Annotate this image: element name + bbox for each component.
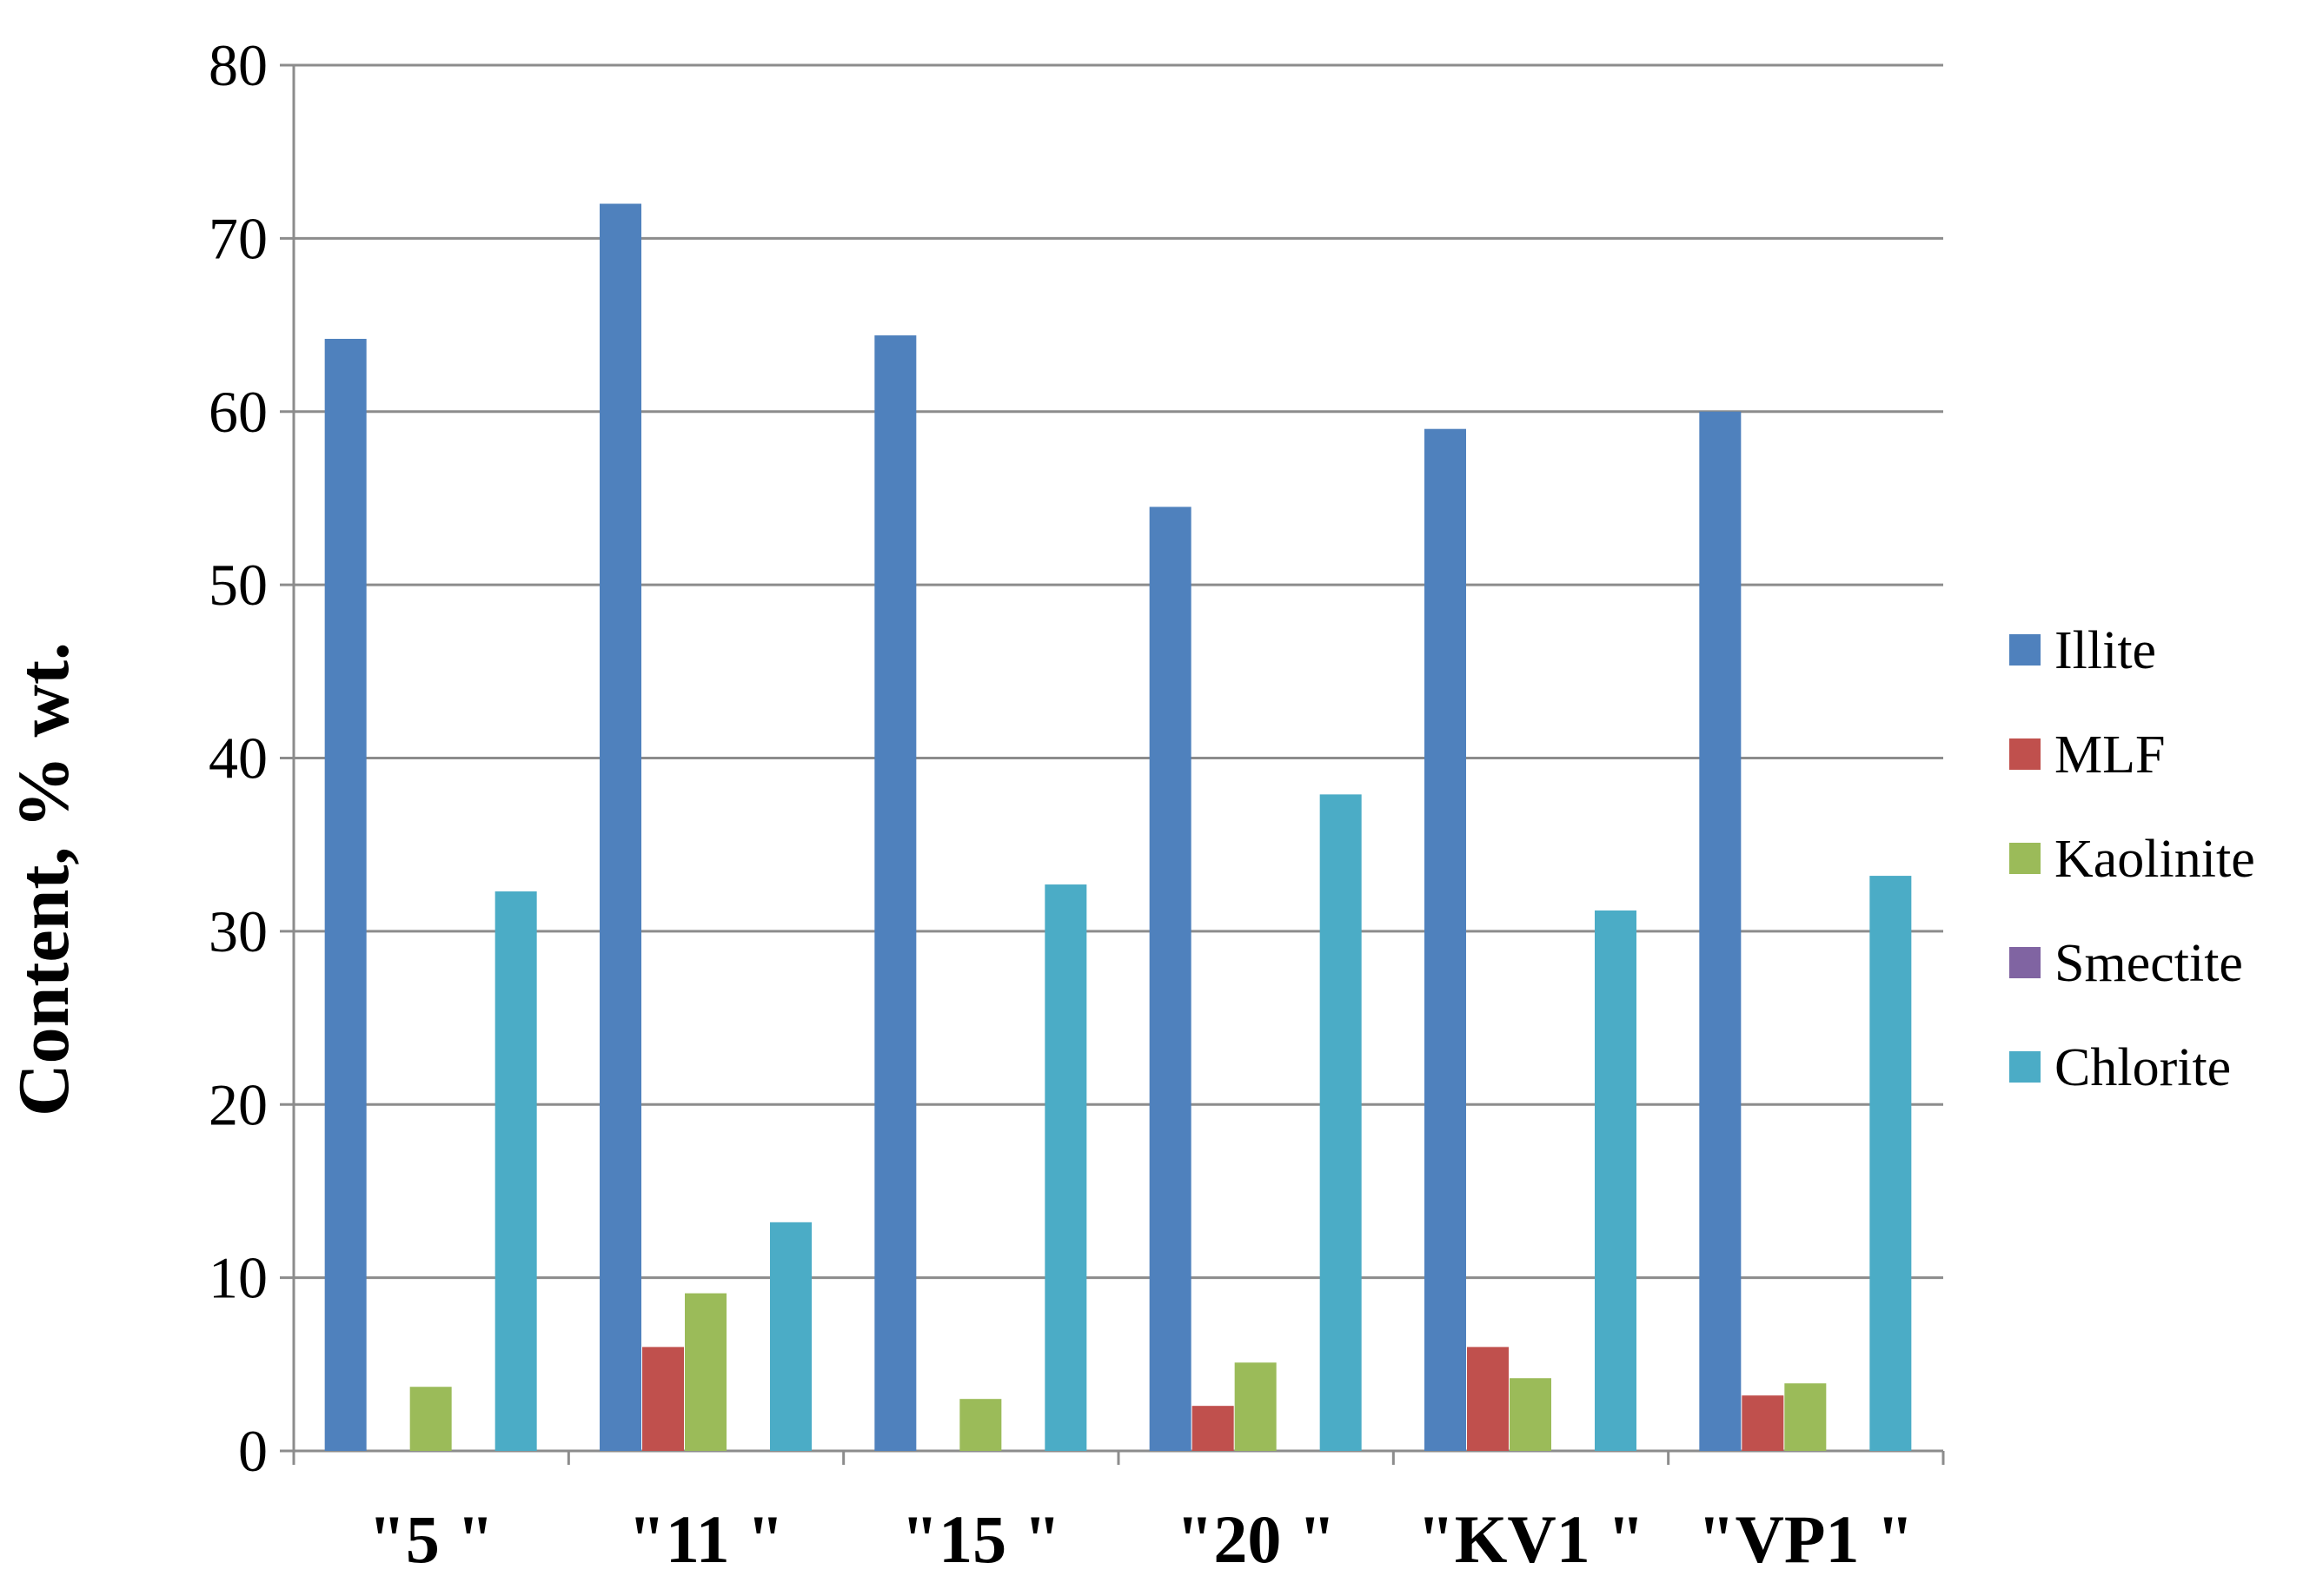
legend-swatch-chlorite — [2009, 1051, 2041, 1083]
bar-illite-3 — [1149, 507, 1191, 1451]
bar-kaolinite-5 — [1784, 1383, 1827, 1451]
legend-swatch-mlf — [2009, 738, 2041, 770]
bar-chlorite-1 — [770, 1222, 812, 1451]
bar-illite-0 — [324, 339, 367, 1452]
bar-mlf-1 — [642, 1347, 684, 1451]
y-tick-label: 70 — [209, 205, 268, 271]
bar-illite-2 — [874, 335, 917, 1451]
bar-mlf-5 — [1742, 1395, 1784, 1451]
y-tick-label: 80 — [209, 32, 268, 98]
y-tick-label: 60 — [209, 379, 268, 445]
x-category-label: "15 " — [901, 1501, 1061, 1577]
x-category-label: "5 " — [368, 1501, 494, 1577]
legend-swatch-illite — [2009, 634, 2041, 666]
bar-kaolinite-2 — [959, 1399, 1002, 1451]
x-category-label: "20 " — [1176, 1501, 1336, 1577]
legend-swatch-kaolinite — [2009, 843, 2041, 874]
axis-layer — [280, 63, 1945, 1465]
legend-label-mlf: MLF — [2054, 725, 2165, 785]
legend-label-chlorite: Chlorite — [2054, 1038, 2231, 1097]
x-category-label: "11 " — [628, 1501, 785, 1577]
y-axis-label: Content, % wt. — [3, 642, 84, 1116]
bar-chlorite-4 — [1595, 910, 1636, 1451]
bar-layer — [324, 203, 1912, 1452]
y-tick-label: 40 — [209, 725, 268, 791]
legend-swatch-smectite — [2009, 947, 2041, 978]
legend-label-kaolinite: Kaolinite — [2054, 830, 2255, 889]
y-tick-label: 10 — [209, 1245, 268, 1311]
legend-label-smectite: Smectite — [2054, 934, 2243, 993]
y-tick-label: 0 — [238, 1418, 268, 1484]
bar-chlorite-5 — [1869, 876, 1912, 1451]
legend: Illite MLF Kaolinite Smectite Chlorite — [2009, 621, 2255, 1097]
bar-kaolinite-3 — [1234, 1362, 1277, 1451]
bar-mlf-3 — [1191, 1406, 1234, 1451]
bar-kaolinite-0 — [409, 1387, 452, 1451]
x-category-label: "VP1 " — [1697, 1501, 1914, 1577]
bar-illite-1 — [600, 203, 641, 1451]
y-tick-label: 30 — [209, 898, 268, 964]
bar-illite-4 — [1424, 428, 1466, 1451]
bar-kaolinite-4 — [1510, 1378, 1551, 1451]
x-category-label: "KV1 " — [1417, 1501, 1644, 1577]
bar-chlorite-2 — [1045, 884, 1087, 1451]
bar-chlorite-3 — [1319, 794, 1362, 1451]
bar-mlf-4 — [1467, 1347, 1509, 1451]
y-tick-label: 20 — [209, 1071, 268, 1137]
grid-layer — [294, 63, 1943, 1280]
bar-illite-5 — [1699, 411, 1742, 1451]
bar-chlorite-0 — [494, 891, 537, 1451]
bar-kaolinite-1 — [685, 1293, 727, 1451]
label-layer: 0 10 20 30 40 50 60 70 80 "5 " "11 " "15 " "20 " "KV1… — [209, 32, 1914, 1577]
y-tick-label: 50 — [209, 552, 268, 618]
legend-label-illite: Illite — [2054, 621, 2156, 680]
